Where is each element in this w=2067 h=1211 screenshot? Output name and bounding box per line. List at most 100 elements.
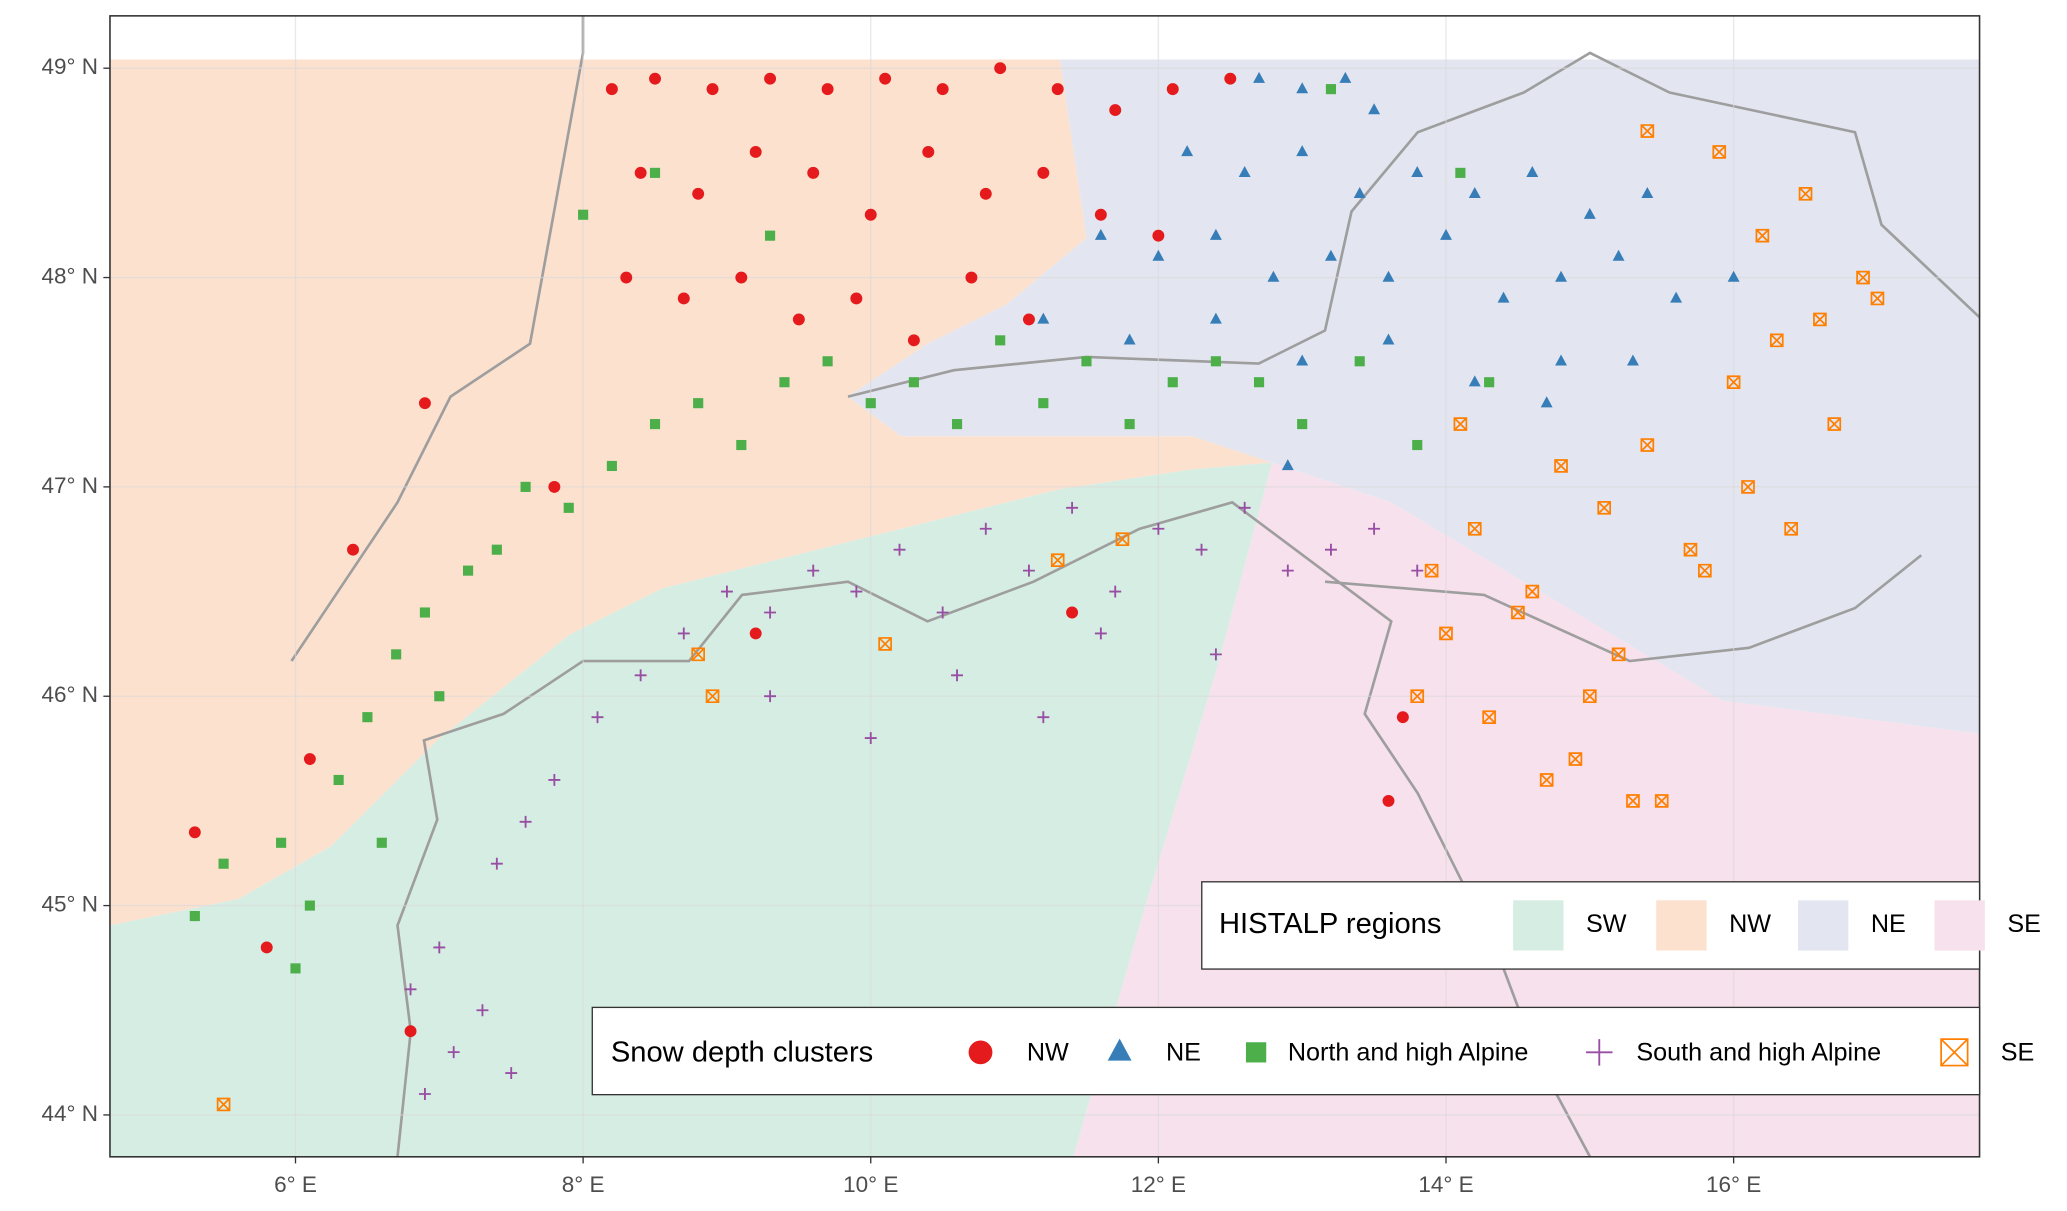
point <box>821 83 834 96</box>
x-tick-label: 10° E <box>843 1172 898 1197</box>
point <box>1238 501 1251 514</box>
point <box>735 271 748 284</box>
point <box>1209 228 1222 240</box>
point <box>276 837 287 848</box>
point <box>1124 419 1135 430</box>
point <box>418 1088 431 1100</box>
point <box>260 941 273 954</box>
point <box>1094 627 1107 640</box>
point <box>822 356 833 367</box>
point <box>1267 270 1280 282</box>
regions <box>109 59 1980 1157</box>
point <box>1167 377 1178 388</box>
point <box>1741 480 1755 494</box>
point <box>1497 291 1510 303</box>
point <box>1412 439 1423 451</box>
point <box>1525 584 1540 599</box>
point <box>1109 104 1122 117</box>
point <box>1554 459 1568 473</box>
point <box>362 712 373 723</box>
point <box>649 167 661 178</box>
point <box>994 62 1007 75</box>
point <box>1353 186 1366 198</box>
legend-key <box>1107 1038 1132 1061</box>
point <box>447 1046 460 1059</box>
point <box>779 377 790 388</box>
point <box>1037 166 1050 179</box>
point <box>1166 83 1179 96</box>
point <box>850 585 863 598</box>
point <box>1654 794 1669 808</box>
point <box>1813 312 1827 327</box>
point <box>1396 711 1409 724</box>
point <box>1152 522 1165 535</box>
point <box>1640 438 1655 452</box>
point <box>1382 270 1395 282</box>
point <box>1354 356 1365 367</box>
legend-title: Snow depth clusters <box>611 1036 873 1068</box>
legend-key <box>1245 1042 1267 1063</box>
point <box>218 858 229 869</box>
point <box>1209 648 1222 661</box>
point <box>1683 542 1698 557</box>
point <box>1455 167 1466 178</box>
point <box>476 1004 489 1017</box>
point <box>520 481 531 492</box>
point <box>1281 459 1294 471</box>
point <box>1870 291 1885 306</box>
point <box>749 145 762 158</box>
point <box>1411 564 1424 577</box>
point <box>1382 333 1395 345</box>
point <box>1453 417 1468 431</box>
point <box>1582 689 1597 704</box>
point <box>1238 166 1251 178</box>
point <box>1612 249 1625 261</box>
point <box>304 900 315 911</box>
point <box>1022 564 1035 577</box>
legend-key <box>1798 900 1849 951</box>
point <box>692 187 705 200</box>
legend-label: NE <box>1871 910 1906 938</box>
x-tick-label: 8° E <box>562 1172 605 1197</box>
point <box>765 230 776 241</box>
point <box>216 1097 231 1112</box>
point <box>878 637 892 651</box>
point <box>563 502 574 513</box>
point <box>1597 501 1612 515</box>
border <box>290 15 585 662</box>
point <box>1424 563 1439 578</box>
point <box>418 397 431 410</box>
legend-label: NW <box>1729 910 1771 938</box>
point <box>1281 564 1294 577</box>
point <box>1224 72 1237 85</box>
y-tick-label: 44° N <box>41 1101 98 1126</box>
legend-key <box>1934 900 1985 951</box>
point <box>1339 71 1352 83</box>
point <box>1210 356 1221 367</box>
point <box>691 647 705 662</box>
point <box>1368 522 1381 535</box>
legend-label: NW <box>1027 1038 1069 1066</box>
point <box>764 72 777 85</box>
point <box>1727 270 1740 282</box>
point <box>1325 84 1337 95</box>
point <box>433 941 446 954</box>
point <box>1468 186 1481 198</box>
point <box>1539 773 1554 787</box>
point <box>951 669 963 682</box>
point <box>807 166 820 179</box>
legend-box <box>591 1006 1981 1096</box>
point <box>1253 71 1266 83</box>
point <box>1640 124 1655 138</box>
point <box>677 627 690 640</box>
point <box>1037 711 1050 724</box>
point <box>1411 166 1424 178</box>
x-tick-label: 16° E <box>1706 1172 1761 1197</box>
point <box>807 564 820 577</box>
point <box>865 398 876 409</box>
point <box>1626 354 1639 366</box>
point <box>404 983 417 996</box>
point <box>1081 356 1092 367</box>
point <box>792 313 805 326</box>
point <box>951 419 963 430</box>
